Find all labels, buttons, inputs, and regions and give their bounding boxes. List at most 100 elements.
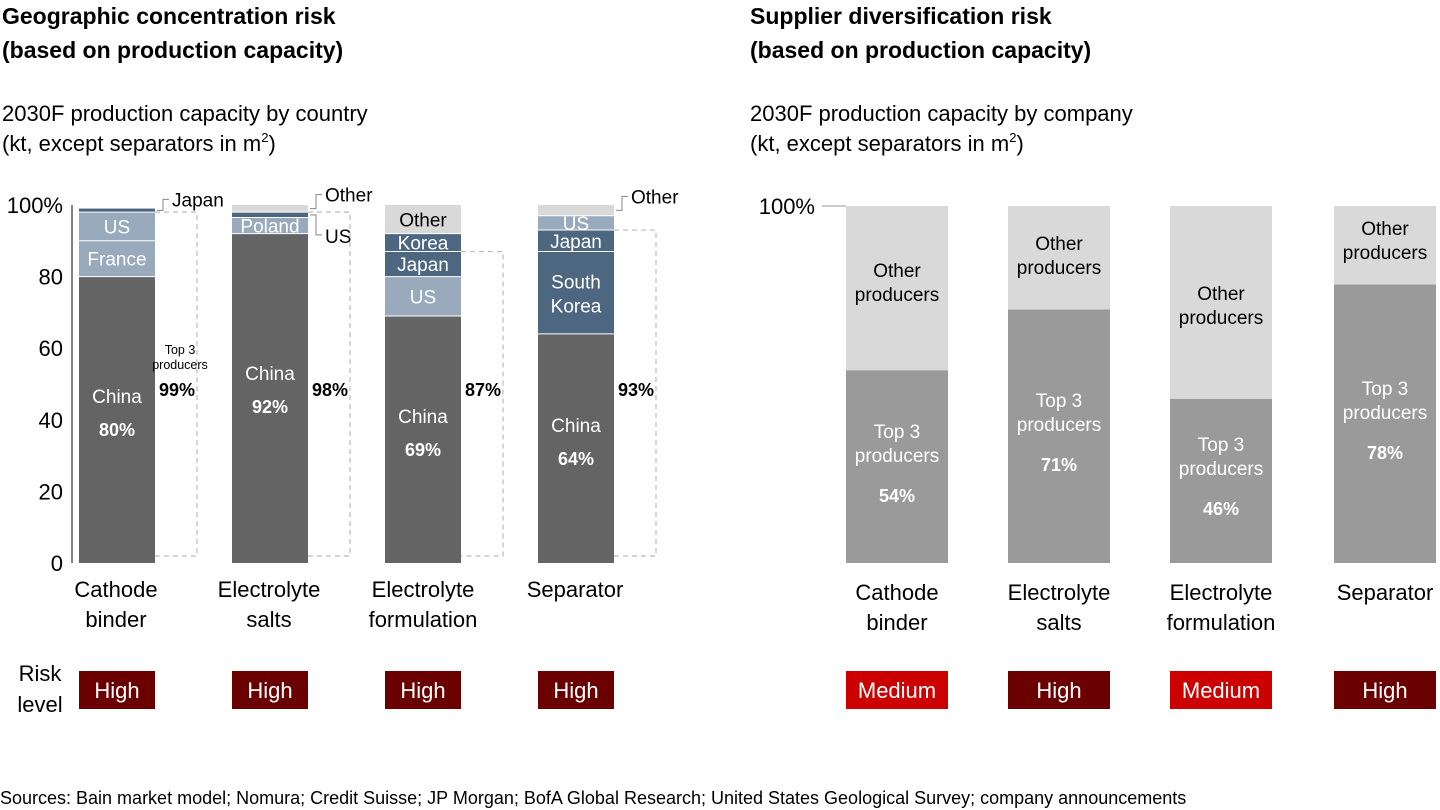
category-label: binder <box>85 607 146 632</box>
bar-segment-china <box>385 315 461 563</box>
bar-segment-top-3-producers <box>1334 284 1436 563</box>
bar-segment-japan <box>79 208 155 213</box>
segment-label-china: China <box>551 416 601 437</box>
bar-segment-poland <box>232 217 308 234</box>
risk-badge-label: High <box>247 678 292 703</box>
source-note: Sources: Bain market model; Nomura; Cred… <box>0 788 1186 808</box>
left-y-tick-label: 60 <box>39 336 63 361</box>
category-label: Electrolyte <box>372 577 475 602</box>
right-subtitle-sup: 2 <box>1009 130 1016 145</box>
left-y-tick-label: 80 <box>39 265 63 290</box>
right-subtitle-pre: (kt, except separators in m <box>750 131 1009 156</box>
segment-label-top3-line1: Top 3 <box>874 422 920 443</box>
bar-segment-us <box>79 212 155 241</box>
segment-label-other-line1: Other <box>1197 284 1245 305</box>
top3-total-value: 98% <box>312 380 348 400</box>
segment-label-china: China <box>245 364 295 385</box>
bar-segment-top-3-producers <box>846 370 948 563</box>
segment-label-other-line2: producers <box>1343 243 1428 264</box>
left-y-tick-label: 20 <box>39 479 63 504</box>
bar-segment-other <box>538 205 614 216</box>
bar-segment-other-producers <box>1334 206 1436 285</box>
segment-label-other: Other <box>631 187 679 208</box>
category-label: salts <box>1036 610 1081 635</box>
callout-line-us <box>310 214 322 236</box>
segment-label-top3-line2: producers <box>1179 459 1264 480</box>
callout-line-japan <box>157 198 169 211</box>
segment-label-us: US <box>410 287 436 308</box>
top3-bracket: 93% <box>614 229 657 557</box>
category-label: salts <box>246 607 291 632</box>
category-label: Electrolyte <box>1008 580 1111 605</box>
risk-label-line1: Risk <box>19 661 63 686</box>
bar-segment-other <box>232 205 308 213</box>
left-y-tick-label: 100% <box>7 193 63 218</box>
risk-badge-label: High <box>400 678 445 703</box>
segment-label-top3-line2: producers <box>1017 415 1102 436</box>
segment-label-top3-line2: producers <box>855 446 940 467</box>
risk-badge <box>385 671 461 709</box>
left-subtitle-pre: (kt, except separators in m <box>2 131 261 156</box>
category-label: Electrolyte <box>1170 580 1273 605</box>
risk-badge-label: High <box>1362 678 1407 703</box>
risk-badge <box>846 671 948 709</box>
left-title-line2: (based on production capacity) <box>2 37 343 63</box>
top3-bracket-line <box>308 211 351 557</box>
bar-segment-korea <box>385 233 461 252</box>
top3-bracket: 87% <box>461 250 504 557</box>
segment-label-top3-line1: Top 3 <box>1362 379 1408 400</box>
segment-value-china: 92% <box>252 397 288 417</box>
segment-value-china: 64% <box>558 449 594 469</box>
left-subtitle-post: ) <box>268 131 275 156</box>
risk-badge <box>79 671 155 709</box>
bar-segment-top-3-producers <box>1008 309 1110 563</box>
right-subtitle-post: ) <box>1016 131 1023 156</box>
segment-value-china: 69% <box>405 440 441 460</box>
segment-label-other-line2: producers <box>1179 308 1264 329</box>
risk-badge-label: Medium <box>1182 678 1260 703</box>
right-subtitle-line2: (kt, except separators in m2) <box>750 130 1024 156</box>
segment-label-other: Other <box>399 210 447 231</box>
segment-label-top3-line1: Top 3 <box>1036 391 1082 412</box>
top3-bracket-line <box>155 211 198 557</box>
bar-segment-us <box>385 276 461 316</box>
bar-segment-japan <box>538 230 614 252</box>
bar-segment-us <box>232 212 308 218</box>
bar-segment-japan <box>385 251 461 277</box>
segment-label-top3-line2: producers <box>1343 403 1428 424</box>
segment-label-other-line1: Other <box>873 261 921 282</box>
category-label: Separator <box>527 577 624 602</box>
segment-label-south: South <box>551 273 601 294</box>
right-chart: 100% Top 3 producers 54% Other producers Catho… <box>759 194 1436 709</box>
left-y-tick-label: 40 <box>39 408 63 433</box>
segment-label-china: China <box>92 387 142 408</box>
right-bar-group-electrolyte-salts: Top 3 producers 71% Other producers Electroly… <box>1008 206 1111 709</box>
bar-segment-other-producers <box>1170 206 1272 399</box>
segment-label-us: US <box>563 214 589 235</box>
segment-label-korea: Korea <box>551 297 602 318</box>
top3-total-value: 99% <box>159 380 195 400</box>
bar-segment-south-korea <box>538 251 614 334</box>
category-label: Separator <box>1337 580 1434 605</box>
segment-value-top3: 46% <box>1203 499 1239 519</box>
risk-label-line2: level <box>17 692 62 717</box>
segment-label-top3-line1: Top 3 <box>1198 435 1244 456</box>
risk-badge <box>1170 671 1272 709</box>
right-y-tick-label: 100% <box>759 194 815 219</box>
segment-label-france: France <box>87 250 146 271</box>
right-bar-group-cathode-binder: Top 3 producers 54% Other producers Cathode bi… <box>846 206 948 709</box>
risk-badge <box>232 671 308 709</box>
right-header: Supplier diversification risk (based on … <box>750 3 1133 156</box>
segment-label-other: Other <box>325 186 373 207</box>
segment-value-top3: 78% <box>1367 443 1403 463</box>
top3-label-line1: Top 3 <box>165 343 196 357</box>
category-label: Cathode <box>855 580 938 605</box>
bar-segment-france <box>79 240 155 277</box>
risk-badge-label: Medium <box>858 678 936 703</box>
